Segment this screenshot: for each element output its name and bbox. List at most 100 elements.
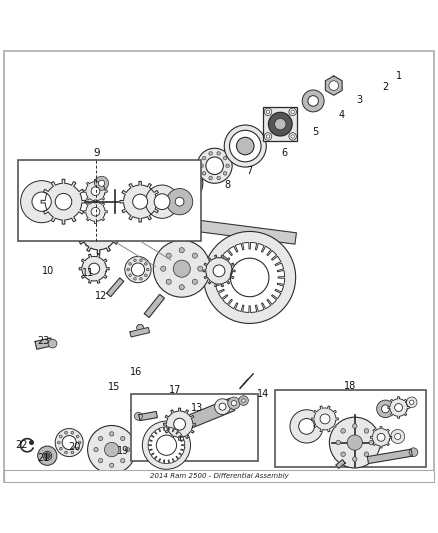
Circle shape xyxy=(129,274,131,277)
Circle shape xyxy=(353,457,357,462)
Circle shape xyxy=(91,207,100,216)
Circle shape xyxy=(175,197,184,206)
Circle shape xyxy=(216,402,219,404)
Circle shape xyxy=(291,135,294,138)
Circle shape xyxy=(125,447,130,452)
Circle shape xyxy=(230,130,261,162)
Circle shape xyxy=(224,125,266,167)
Circle shape xyxy=(134,278,136,280)
Circle shape xyxy=(142,421,191,469)
Circle shape xyxy=(57,441,60,444)
Polygon shape xyxy=(35,338,53,349)
Polygon shape xyxy=(84,180,107,203)
Circle shape xyxy=(329,81,339,91)
Polygon shape xyxy=(163,408,196,440)
Circle shape xyxy=(242,399,245,402)
Circle shape xyxy=(120,458,125,463)
Text: 5: 5 xyxy=(312,127,318,136)
Text: 17: 17 xyxy=(169,385,181,395)
Text: 7: 7 xyxy=(247,166,253,176)
Text: 18: 18 xyxy=(344,381,357,391)
Circle shape xyxy=(320,414,330,424)
Circle shape xyxy=(197,148,232,183)
Circle shape xyxy=(299,418,314,434)
Circle shape xyxy=(154,194,170,209)
Polygon shape xyxy=(106,278,124,297)
Polygon shape xyxy=(388,397,409,418)
Circle shape xyxy=(192,279,198,284)
Circle shape xyxy=(127,268,130,271)
Circle shape xyxy=(204,231,296,324)
Polygon shape xyxy=(84,200,107,223)
Circle shape xyxy=(55,193,72,210)
Polygon shape xyxy=(122,211,297,244)
Polygon shape xyxy=(203,255,235,287)
Text: 23: 23 xyxy=(38,336,50,346)
Text: 10: 10 xyxy=(42,266,54,276)
Polygon shape xyxy=(371,426,392,448)
Circle shape xyxy=(110,432,114,436)
Circle shape xyxy=(166,189,193,215)
Text: 1: 1 xyxy=(396,71,402,81)
Circle shape xyxy=(48,339,57,348)
Bar xyxy=(4,470,434,482)
Circle shape xyxy=(29,440,34,445)
Circle shape xyxy=(289,133,297,140)
Circle shape xyxy=(219,403,226,410)
Circle shape xyxy=(91,224,106,240)
Polygon shape xyxy=(325,76,342,95)
Circle shape xyxy=(291,110,294,114)
Circle shape xyxy=(239,395,248,405)
Circle shape xyxy=(347,435,362,450)
Circle shape xyxy=(104,442,119,457)
Circle shape xyxy=(377,400,394,418)
Circle shape xyxy=(290,410,323,443)
Circle shape xyxy=(166,253,171,258)
Circle shape xyxy=(266,110,270,114)
Circle shape xyxy=(161,266,166,271)
Circle shape xyxy=(223,172,227,175)
Circle shape xyxy=(230,258,269,297)
Circle shape xyxy=(341,452,346,457)
Circle shape xyxy=(78,441,81,444)
Circle shape xyxy=(289,108,297,116)
Polygon shape xyxy=(170,398,235,434)
Circle shape xyxy=(341,429,346,433)
Circle shape xyxy=(140,259,142,262)
Circle shape xyxy=(94,447,98,452)
Circle shape xyxy=(99,437,103,441)
Circle shape xyxy=(264,108,272,116)
Circle shape xyxy=(173,260,190,277)
Circle shape xyxy=(88,263,100,274)
Circle shape xyxy=(145,274,147,277)
Circle shape xyxy=(133,183,170,220)
Circle shape xyxy=(71,451,74,454)
Text: 3: 3 xyxy=(356,95,362,105)
Circle shape xyxy=(129,263,131,265)
Circle shape xyxy=(32,192,51,211)
Circle shape xyxy=(166,168,197,199)
Text: 22: 22 xyxy=(16,440,28,450)
Circle shape xyxy=(131,263,145,276)
Polygon shape xyxy=(367,449,412,464)
Circle shape xyxy=(206,157,223,174)
Circle shape xyxy=(377,433,385,441)
Circle shape xyxy=(215,399,230,415)
Circle shape xyxy=(231,400,237,406)
Polygon shape xyxy=(311,406,338,432)
Circle shape xyxy=(395,403,403,411)
Polygon shape xyxy=(145,294,164,318)
Circle shape xyxy=(140,278,142,280)
Circle shape xyxy=(145,185,179,219)
Circle shape xyxy=(406,397,417,408)
Text: 15: 15 xyxy=(108,382,120,392)
Circle shape xyxy=(110,463,114,467)
Circle shape xyxy=(308,96,318,106)
Circle shape xyxy=(369,440,374,445)
Circle shape xyxy=(153,240,210,297)
Circle shape xyxy=(161,162,203,204)
Circle shape xyxy=(137,324,144,332)
Circle shape xyxy=(353,424,357,429)
Circle shape xyxy=(381,405,389,413)
Circle shape xyxy=(409,448,418,457)
